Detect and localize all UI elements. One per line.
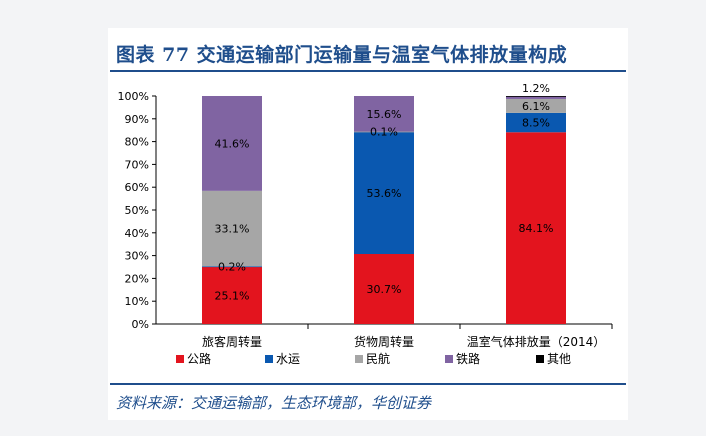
legend-swatch-其他	[536, 355, 544, 363]
bar-segment-水运	[354, 131, 414, 255]
category-label: 货物周转量	[354, 334, 414, 349]
data-label: 30.7%	[367, 283, 402, 296]
bar-segment-铁路	[202, 96, 262, 191]
bar-segment-铁路	[354, 96, 414, 132]
bar-segment-铁路	[506, 96, 566, 99]
category-label: 温室气体排放量（2014）	[467, 334, 606, 349]
data-label: 41.6%	[215, 137, 250, 150]
legend-label: 水运	[276, 352, 300, 366]
legend-swatch-铁路	[445, 355, 453, 363]
legend-swatch-公路	[176, 355, 184, 363]
legend-swatch-民航	[355, 355, 363, 363]
title-rule	[110, 70, 626, 72]
data-label: 0.1%	[370, 126, 398, 139]
source-rule	[110, 383, 626, 385]
legend-swatch-水运	[265, 355, 273, 363]
y-tick-label: 40%	[125, 227, 149, 240]
bar-segment-其他	[506, 96, 566, 97]
bar-segment-公路	[202, 266, 262, 324]
bar-segment-民航	[202, 190, 262, 267]
bar-segment-公路	[506, 132, 566, 324]
data-label: 84.1%	[519, 222, 554, 235]
y-tick-label: 90%	[125, 113, 149, 126]
bar-segment-民航	[506, 98, 566, 113]
legend-label: 公路	[187, 351, 211, 366]
figure-title: 图表 77 交通运输部门运输量与温室气体排放量构成	[116, 44, 568, 66]
data-label: 15.6%	[367, 108, 402, 121]
y-tick-label: 50%	[125, 204, 149, 217]
y-tick-label: 10%	[125, 295, 149, 308]
bar-segment-水运	[506, 112, 566, 133]
legend-label: 铁路	[456, 351, 480, 366]
y-tick-label: 80%	[125, 136, 149, 149]
y-tick-label: 20%	[125, 272, 149, 285]
source-note: 资料来源：交通运输部，生态环境部，华创证券	[116, 394, 432, 412]
y-tick-label: 30%	[125, 250, 149, 263]
data-label: 1.2%	[522, 82, 550, 95]
category-label: 旅客周转量	[202, 334, 262, 349]
data-label: 33.1%	[215, 223, 250, 236]
legend-label: 其他	[547, 352, 571, 366]
bar-segment-公路	[354, 254, 414, 324]
data-label: 53.6%	[367, 187, 402, 200]
y-tick-label: 100%	[118, 90, 149, 103]
data-label: 0.2%	[218, 260, 246, 273]
data-label: 6.1%	[522, 100, 550, 113]
y-tick-label: 0%	[132, 318, 149, 331]
legend-label: 民航	[366, 351, 390, 366]
data-label: 25.1%	[215, 289, 250, 302]
y-tick-label: 60%	[125, 181, 149, 194]
y-tick-label: 70%	[125, 158, 149, 171]
bar-segment-水运	[202, 266, 262, 268]
bar-segment-民航	[354, 131, 414, 133]
data-label: 8.5%	[522, 117, 550, 130]
